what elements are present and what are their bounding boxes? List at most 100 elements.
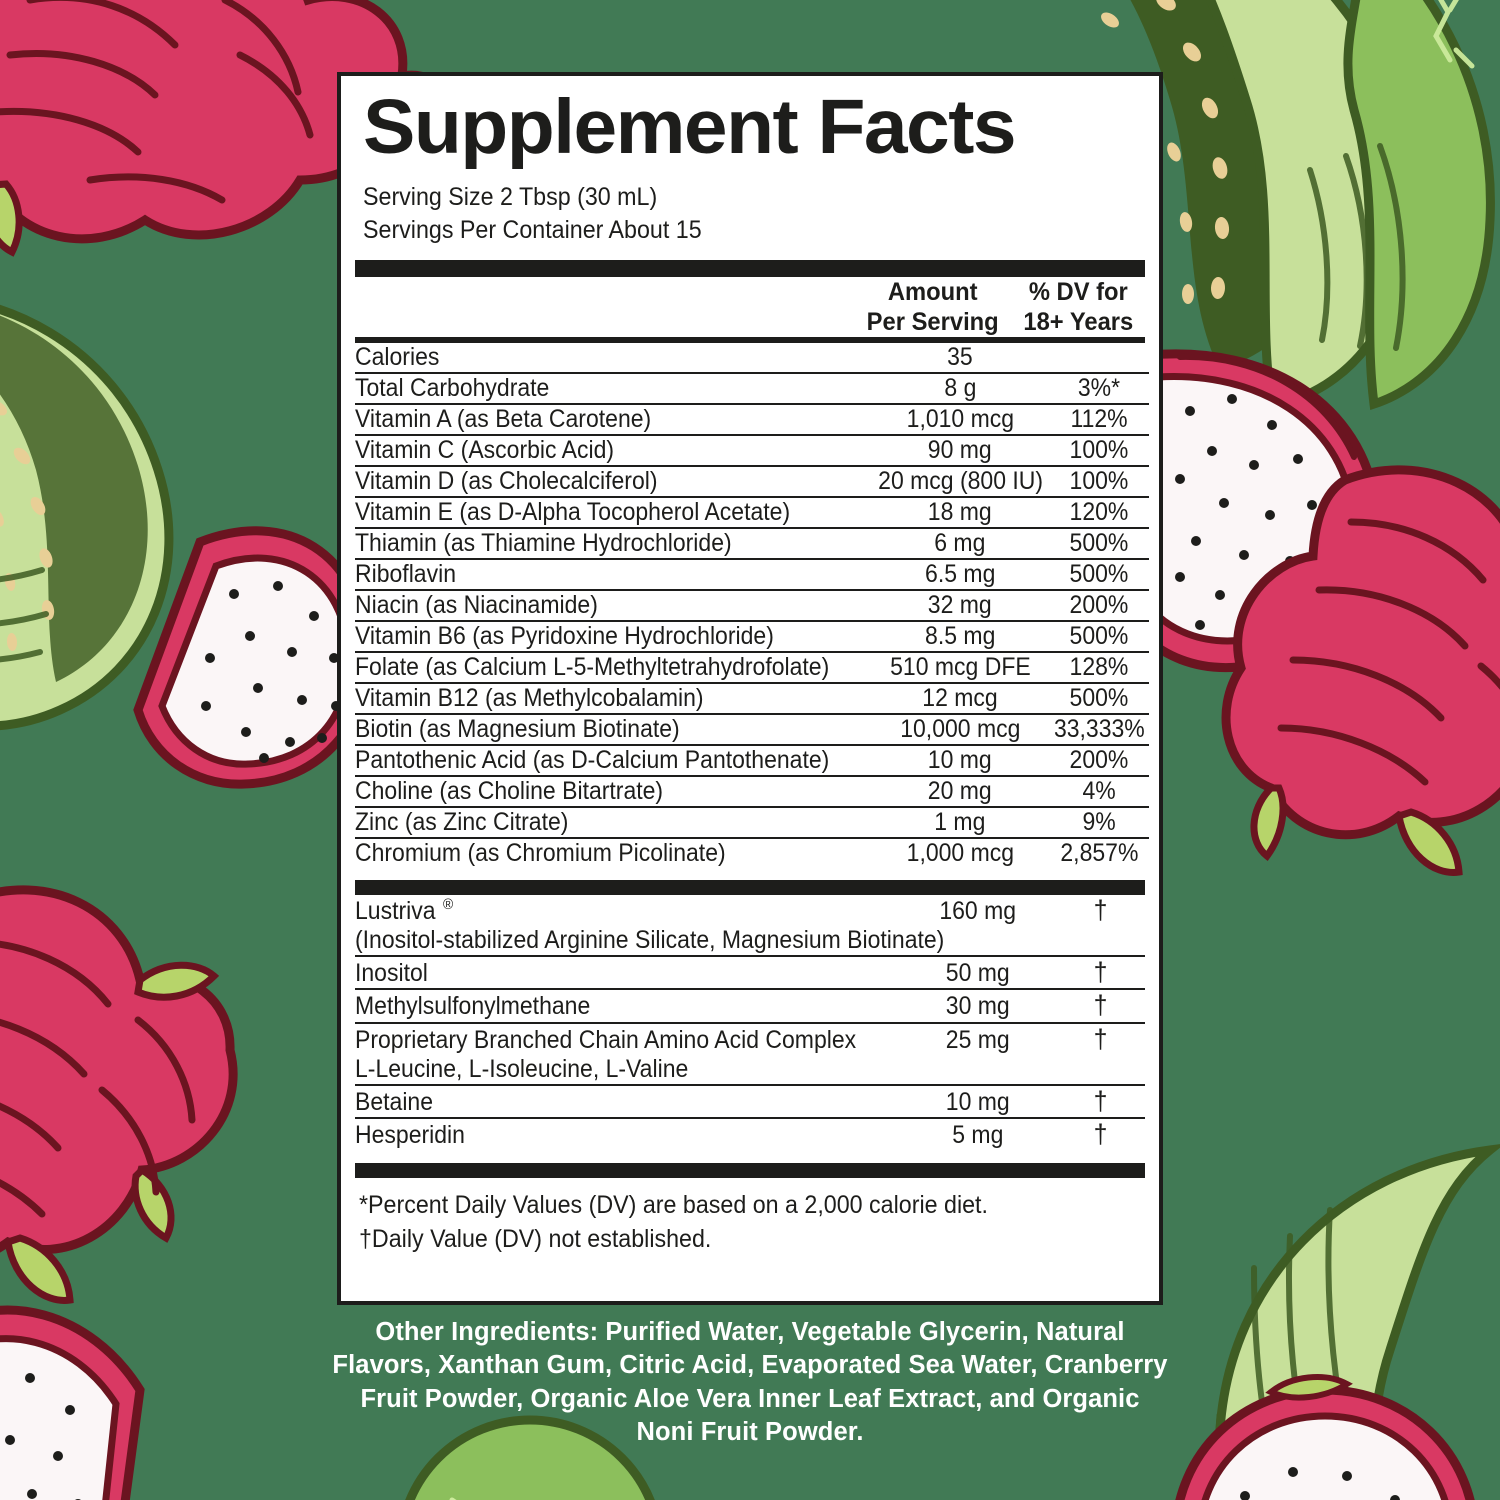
nutrient-amount: 6.5 mg <box>925 559 996 588</box>
table-row: Hesperidin 5 mg † <box>355 1118 1145 1150</box>
ingredient-amount: 160 mg <box>939 896 1017 925</box>
ingredient-dv: † <box>1093 894 1108 925</box>
nutrient-dv: 128% <box>1069 652 1129 681</box>
nutrient-dv: 3%* <box>1078 373 1121 402</box>
nutrient-amount: 20 mg <box>928 776 993 805</box>
ingredient-name: Methylsulfonylmethane <box>355 992 591 1021</box>
table-row: Lustriva ® 160 mg † <box>355 894 1108 925</box>
header-amount-per-serving: Amount Per Serving <box>866 277 999 336</box>
table-row: Vitamin C (Ascorbic Acid) 90 mg 100% <box>355 434 1149 467</box>
nutrient-amount: 10 mg <box>928 745 993 774</box>
nutrient-amount: 18 mg <box>928 497 993 526</box>
dragonfruit-slice-right-upper <box>1125 349 1382 673</box>
table-row: Riboflavin 6.5 mg 500% <box>355 558 1149 591</box>
table-row: Total Carbohydrate 8 g 3%* <box>355 372 1149 405</box>
table-row: Betaine 10 mg † <box>355 1084 1145 1120</box>
table-row: Vitamin B6 (as Pyridoxine Hydrochloride)… <box>355 620 1149 653</box>
footnotes: *Percent Daily Values (DV) are based on … <box>359 1188 1145 1256</box>
nutrient-dv: 500% <box>1069 559 1129 588</box>
nutrient-name: Vitamin B12 (as Methylcobalamin) <box>355 683 704 712</box>
dragonfruit-right <box>1221 465 1500 876</box>
dragonfruit-bottom-left <box>0 885 238 1304</box>
nutrient-name: Chromium (as Chromium Picolinate) <box>355 838 726 867</box>
table-row: Thiamin (as Thiamine Hydrochloride) 6 mg 5… <box>355 527 1149 560</box>
nutrient-amount: 32 mg <box>928 590 993 619</box>
ingredient-amount: 50 mg <box>946 959 1011 987</box>
table-row: Vitamin A (as Beta Carotene) 1,010 mcg 112… <box>355 403 1149 436</box>
table-row: Pantothenic Acid (as D-Calcium Pantothen… <box>355 744 1149 777</box>
ingredient-amount: 5 mg <box>952 1121 1004 1150</box>
nutrient-dv: 33,333% <box>1053 714 1145 743</box>
header-percent-dv: % DV for 18+ Years <box>1023 277 1134 336</box>
nutrient-name: Choline (as Choline Bitartrate) <box>355 776 664 805</box>
nutrient-dv: 112% <box>1070 404 1128 433</box>
nutrient-name: Vitamin C (Ascorbic Acid) <box>355 435 615 464</box>
servings-per-container: Servings Per Container About 15 <box>363 216 702 245</box>
divider-bar-top <box>355 259 1145 277</box>
table-row: Folate (as Calcium L-5-Methyltetrahydrof… <box>355 651 1149 684</box>
ingredient-amount: 10 mg <box>946 1087 1011 1116</box>
nutrient-dv: 200% <box>1069 745 1129 774</box>
nutrient-dv: 4% <box>1082 776 1116 805</box>
nutrient-dv: 500% <box>1069 621 1129 650</box>
ingredient-subtext: (Inositol-stabilized Arginine Silicate, … <box>355 926 945 954</box>
divider-rule-under-headers <box>355 336 1145 343</box>
table-row: (Inositol-stabilized Arginine Silicate, … <box>355 926 1145 957</box>
ingredient-amount: 30 mg <box>946 992 1011 1021</box>
nutrient-amount: 6 mg <box>934 528 986 557</box>
nutrient-dv: 120% <box>1069 497 1129 526</box>
table-row: Proprietary Branched Chain Amino Acid Co… <box>355 1023 1145 1055</box>
nutrient-amount: 510 mcg DFE <box>889 652 1031 681</box>
nutrient-dv: 100% <box>1069 466 1129 495</box>
divider-bar-bottom <box>355 1162 1145 1178</box>
table-row: Niacin (as Niacinamide) 32 mg 200% <box>355 589 1149 622</box>
table-header-row: Amount Per Serving % DV for 18+ Years <box>355 277 1145 337</box>
ingredient-subtext: L-Leucine, L-Isoleucine, L-Valine <box>355 1054 689 1083</box>
nutrient-amount: 12 mcg <box>922 683 998 712</box>
nutrient-name: Niacin (as Niacinamide) <box>355 590 598 619</box>
table-row: Biotin (as Magnesium Biotinate) 10,000 mc… <box>355 713 1149 746</box>
nutrient-name: Zinc (as Zinc Citrate) <box>355 807 569 836</box>
ingredient-name: Proprietary Branched Chain Amino Acid Co… <box>355 1025 857 1054</box>
nutrient-name: Thiamin (as Thiamine Hydrochloride) <box>355 528 732 557</box>
nutrient-rows-table: Calories 35 Total Carbohydrate 8 g 3%* Vita… <box>355 342 1149 868</box>
page-title: Supplement Facts <box>363 84 1017 170</box>
nutrient-amount: 35 <box>947 342 973 371</box>
header-spacer <box>355 277 853 337</box>
table-row: Zinc (as Zinc Citrate) 1 mg 9% <box>355 806 1149 839</box>
ingredient-dv: † <box>1093 1119 1108 1150</box>
nutrient-name: Vitamin B6 (as Pyridoxine Hydrochloride) <box>355 621 774 650</box>
table-row: Choline (as Choline Bitartrate) 20 mg 4% <box>355 775 1149 808</box>
nutrient-name: Pantothenic Acid (as D-Calcium Pantothen… <box>355 745 830 774</box>
ingredient-name: Inositol <box>355 959 428 987</box>
nutrient-name: Calories <box>355 342 440 371</box>
blend-table: Lustriva ® 160 mg † (Inositol-stabilized … <box>355 895 1145 1151</box>
ingredient-dv: † <box>1093 1085 1108 1116</box>
table-row: Vitamin D (as Cholecalciferol) 20 mcg (80… <box>355 465 1149 498</box>
ingredient-dv: † <box>1093 990 1108 1021</box>
nutrient-name: Folate (as Calcium L-5-Methyltetrahydrof… <box>355 652 830 681</box>
table-row: Calories 35 <box>355 342 1149 374</box>
nutrient-amount: 1,010 mcg <box>906 404 1014 433</box>
divider-bar-blend <box>355 879 1145 895</box>
ingredient-amount: 25 mg <box>946 1025 1011 1054</box>
nutrient-amount: 1,000 mcg <box>906 838 1014 867</box>
nutrient-amount: 8 g <box>944 373 977 402</box>
nutrient-dv: 200% <box>1069 590 1129 619</box>
nutrient-amount: 20 mcg (800 IU) <box>877 466 1043 495</box>
nutrient-amount: 8.5 mg <box>925 621 996 650</box>
serving-size: Serving Size 2 Tbsp (30 mL) <box>363 182 658 211</box>
nutrient-amount: 90 mg <box>928 435 993 464</box>
ingredient-dv: † <box>1093 957 1108 987</box>
dragonfruit-slice-left-middle <box>133 526 371 789</box>
nutrient-name: Vitamin A (as Beta Carotene) <box>355 404 652 433</box>
table-row: Vitamin E (as D-Alpha Tocopherol Acetate… <box>355 496 1149 529</box>
ingredient-name: Lustriva <box>355 896 436 925</box>
table-row: Methylsulfonylmethane 30 mg † <box>355 989 1145 1024</box>
serving-information: Serving Size 2 Tbsp (30 mL) Servings Per… <box>363 181 1145 248</box>
nutrient-name: Vitamin D (as Cholecalciferol) <box>355 466 658 495</box>
supplement-facts-panel: Supplement Facts Serving Size 2 Tbsp (30… <box>337 72 1163 1305</box>
nutrient-dv: 100% <box>1069 435 1129 464</box>
ingredient-name: Betaine <box>355 1087 434 1116</box>
dragonfruit-slice-bottom-left <box>0 1305 145 1500</box>
